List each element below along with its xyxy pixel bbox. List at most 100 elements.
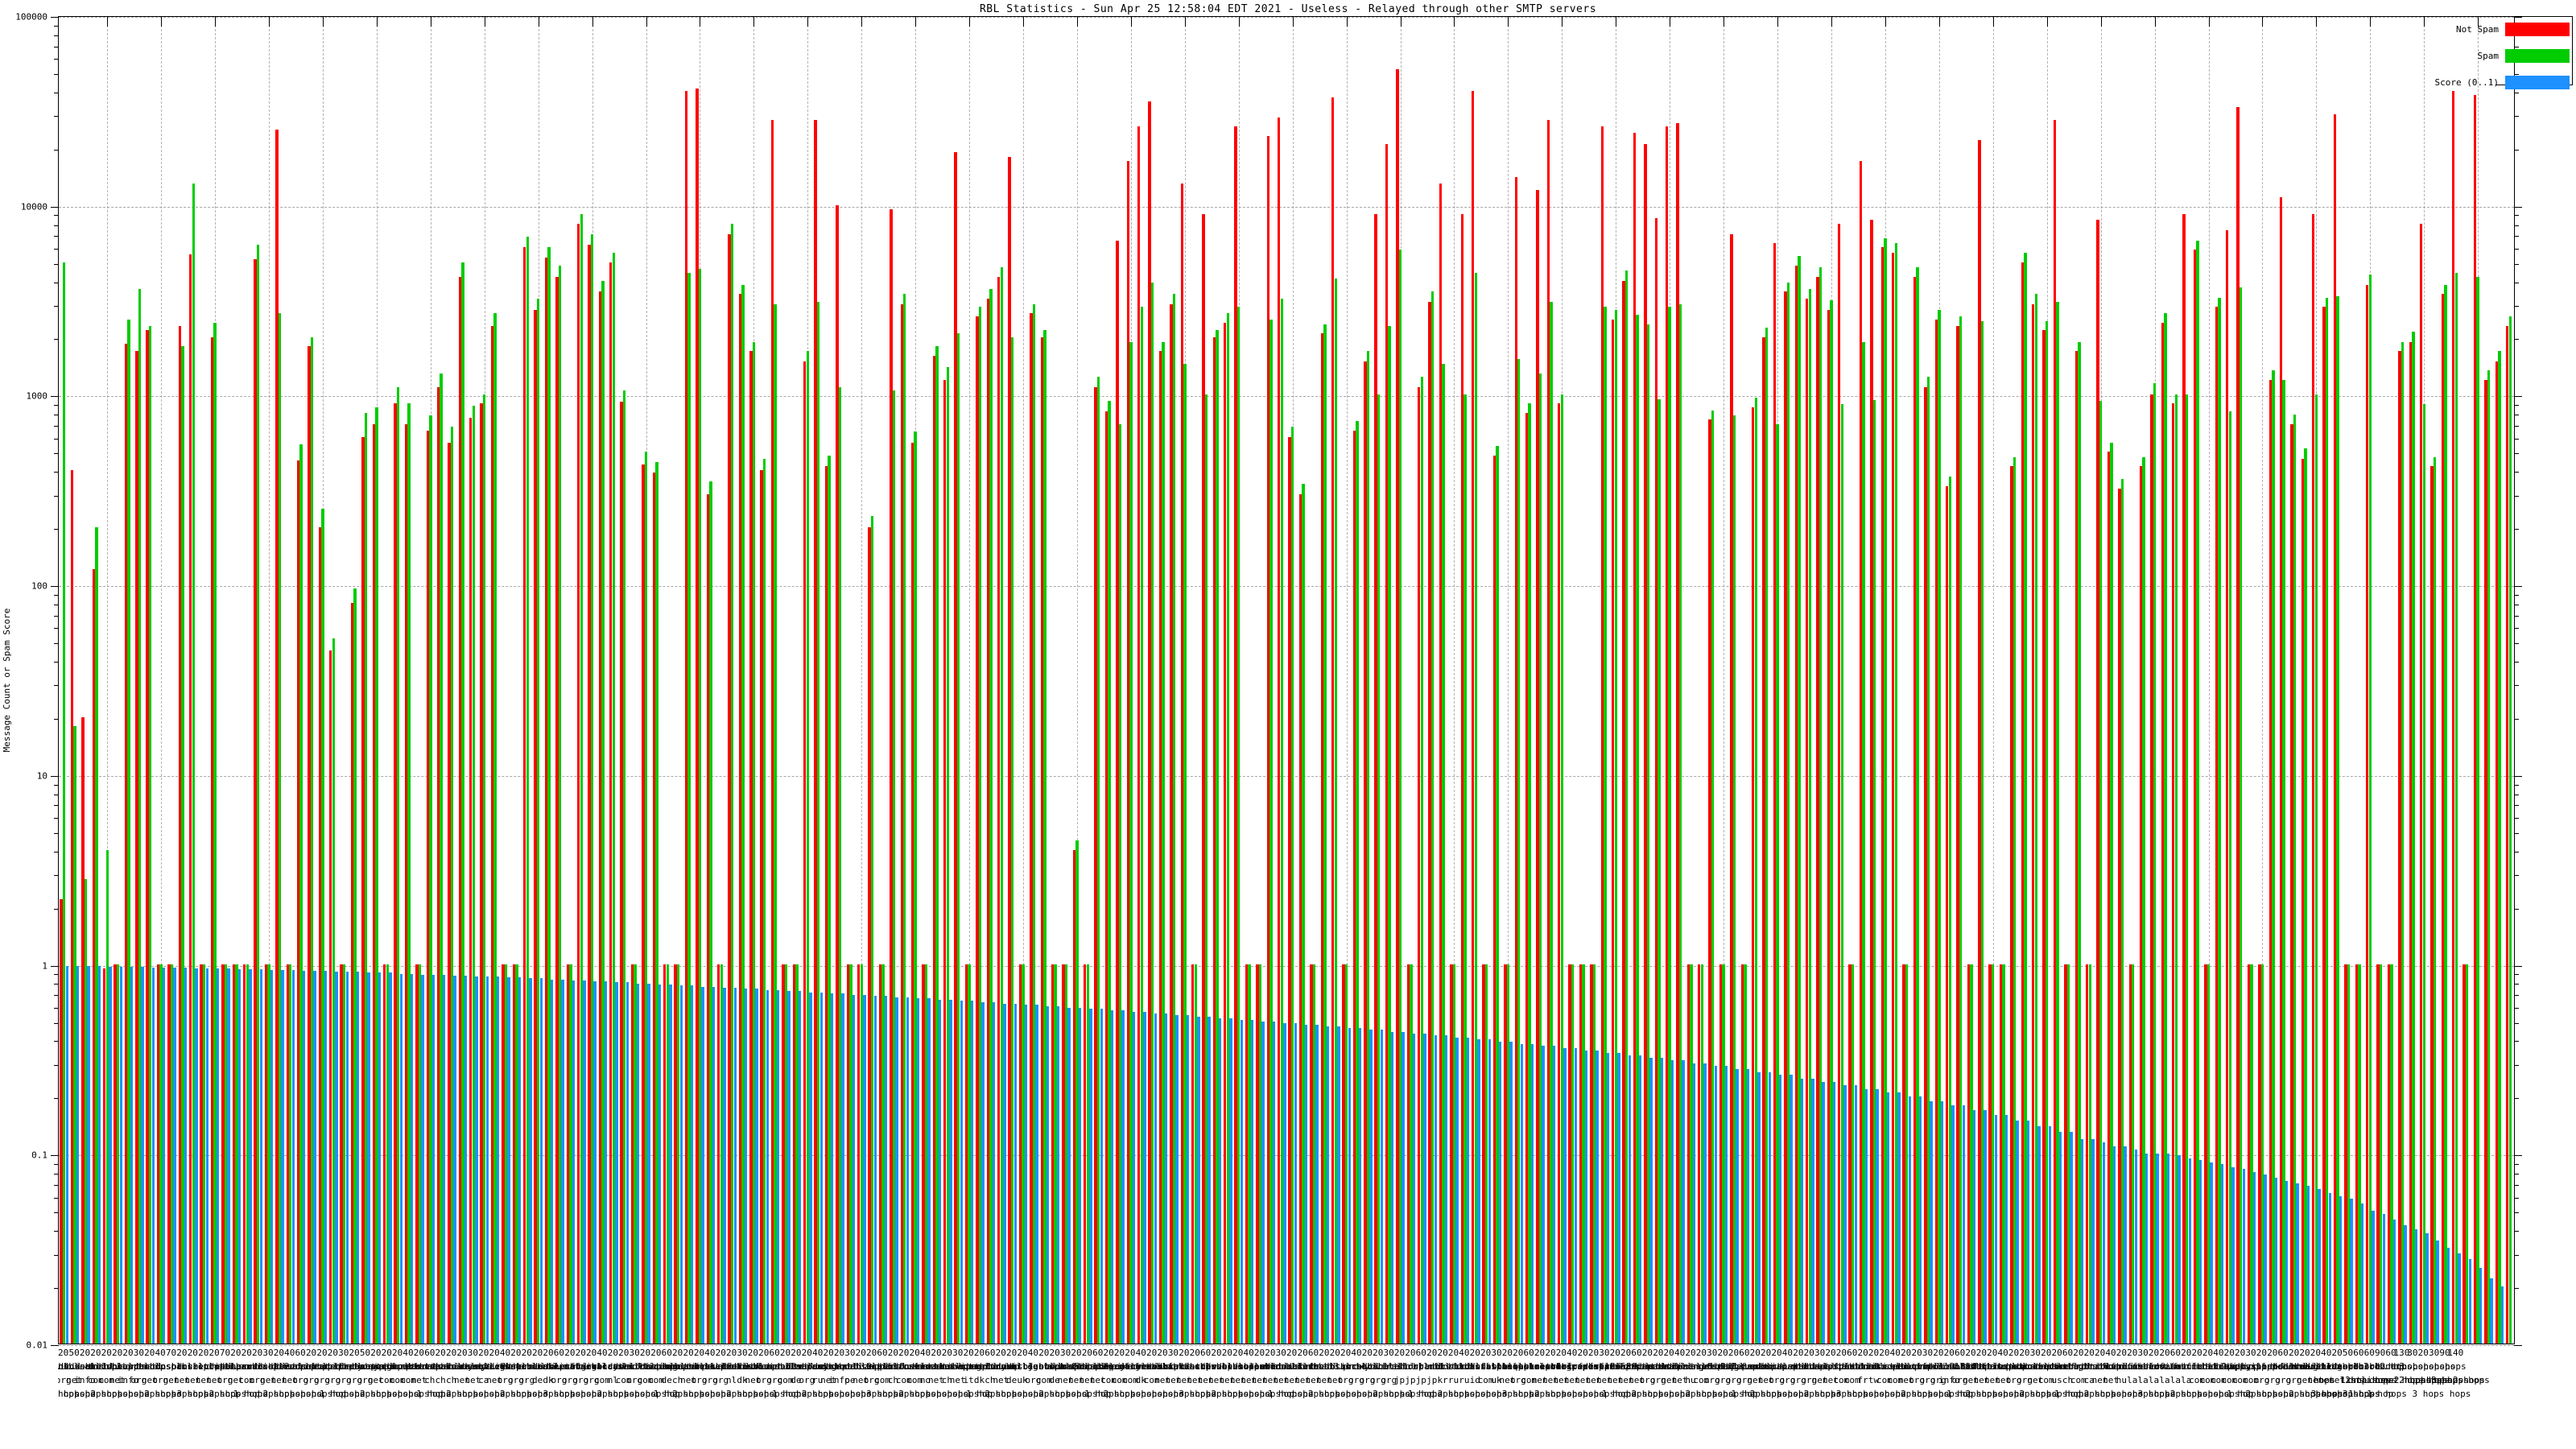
bar-spam <box>924 964 928 1344</box>
x-axis-tick-label: 60 socks.dnsbl.so net hops <box>1168 1348 1243 1399</box>
bar-not-spam <box>189 254 192 1344</box>
bar-not-spam <box>1224 322 1227 1344</box>
bar-not-spam <box>868 527 871 1344</box>
x-axis-tick-label: 20 relays.bl.gwee ca hops <box>446 1348 522 1399</box>
bar-spam <box>1926 376 1930 1344</box>
x-axis-tick-label: 20 virbl.dnsbl.bi nl 2 hops <box>576 1348 650 1399</box>
bar-not-spam <box>382 964 386 1344</box>
x-axis-tick-label: 20 dnsbl.list net hops <box>155 1348 209 1399</box>
y-axis-minor-tick <box>2514 615 2519 617</box>
x-axis-tick <box>2154 17 2156 27</box>
y-axis-minor-tick <box>54 215 59 217</box>
bar-score <box>1584 1051 1588 1344</box>
y-axis-minor-tick <box>54 974 59 976</box>
bar-not-spam <box>522 247 526 1344</box>
bar-spam <box>1636 314 1639 1344</box>
x-axis-tick-label: 20 blacklist.sci. nl hops <box>694 1348 769 1399</box>
bar-spam <box>2056 301 2059 1344</box>
plot-area: 100000 10000 1000 100 10 1 0.1 0.01 <box>15 12 2522 1351</box>
bar-score <box>2490 1278 2493 1344</box>
bar-spam <box>580 213 583 1344</box>
bar-spam <box>2412 332 2415 1344</box>
bar-spam <box>2218 297 2221 1344</box>
bar-not-spam <box>1568 964 1571 1344</box>
bar-spam <box>655 462 658 1344</box>
x-gridline <box>161 17 163 1344</box>
bar-score <box>1294 1022 1297 1344</box>
x-axis-tick-label: 20 dnsbl.sorbs net hops <box>88 1348 147 1399</box>
x-axis-tick-label: 20 multi.surbl org hops <box>1747 1348 1806 1399</box>
bar-not-spam <box>1148 101 1151 1344</box>
x-axis-tick-label: 20 httpbl.abuse ch hops <box>419 1348 484 1399</box>
bar-score <box>1229 1018 1232 1344</box>
x-axis-tick-label: 20 safe.dnsbl.sor net hops <box>1297 1348 1373 1399</box>
bar-not-spam <box>1762 337 1765 1344</box>
bar-spam <box>1022 964 1025 1344</box>
y-axis-minor-tick <box>54 472 59 473</box>
bar-not-spam <box>1686 964 1690 1344</box>
y-gridline <box>59 586 2514 588</box>
bar-spam <box>407 403 411 1344</box>
bar-spam <box>353 588 357 1344</box>
bar-spam <box>881 964 885 1344</box>
bar-score <box>1057 1005 1060 1344</box>
x-axis-tick-label: 20 spamsources.fa dk hops <box>510 1348 586 1399</box>
bar-score <box>1326 1026 1330 1344</box>
x-axis-tick <box>2208 17 2210 27</box>
x-axis-tick-label: 20 badconf.rhsbl. net hops <box>1265 1348 1340 1399</box>
x-axis-tick <box>1454 17 1455 27</box>
x-axis-tick <box>2424 17 2425 27</box>
bar-not-spam <box>2387 964 2391 1344</box>
bar-not-spam <box>1525 413 1529 1344</box>
bar-score <box>625 982 630 1344</box>
bar-not-spam <box>1450 964 1453 1344</box>
bar-not-spam <box>684 90 688 1344</box>
bar-spam <box>935 346 939 1344</box>
bar-score <box>151 967 155 1344</box>
legend-label: Spam <box>2477 51 2500 61</box>
bar-spam <box>1183 364 1187 1344</box>
bar-not-spam <box>2236 106 2240 1344</box>
x-axis-tick <box>753 17 755 27</box>
bar-score <box>1348 1028 1351 1344</box>
bar-score <box>1563 1048 1567 1344</box>
y-axis-minor-tick <box>54 832 59 834</box>
bar-not-spam <box>857 964 861 1344</box>
x-gridline <box>1076 17 1078 1344</box>
bar-score <box>1488 1039 1491 1344</box>
bar-not-spam <box>598 291 602 1344</box>
y-axis-minor-tick <box>54 661 59 663</box>
bar-spam <box>2433 456 2437 1344</box>
bar-not-spam <box>1633 133 1637 1344</box>
bar-spam <box>1948 477 1951 1344</box>
bar-not-spam <box>254 258 257 1344</box>
bar-not-spam <box>2172 403 2175 1344</box>
y-axis-minor-tick <box>2514 832 2519 834</box>
x-axis-tick-label: 40 iadb.isipp com hops <box>2191 1348 2245 1399</box>
bar-score <box>443 974 446 1344</box>
x-axis-tick <box>1400 17 1402 27</box>
bar-spam <box>1054 964 1057 1344</box>
bar-spam <box>828 455 831 1344</box>
x-axis-tick-label: 20 dnsbl.rizon net hops <box>1639 1348 1699 1399</box>
bar-spam <box>418 964 422 1344</box>
bar-spam <box>181 346 184 1344</box>
bar-score <box>2446 1247 2450 1344</box>
bar-not-spam <box>846 964 849 1344</box>
x-axis-tick <box>1938 17 1940 27</box>
bar-score <box>1240 1019 1244 1344</box>
bar-score <box>2392 1220 2396 1344</box>
bar-not-spam <box>1934 319 1938 1344</box>
bar-spam <box>903 294 906 1344</box>
x-axis-tick-label: 40 recent.spam.dn net hops <box>1211 1348 1286 1399</box>
bar-not-spam <box>900 303 903 1344</box>
bar-not-spam <box>308 346 311 1344</box>
bar-not-spam <box>1482 964 1485 1344</box>
x-axis-tick-label: 60 cbl.abuseat org hops <box>270 1348 330 1399</box>
bar-score <box>1649 1058 1653 1344</box>
bar-score <box>1089 1009 1092 1344</box>
bar-score <box>2500 1286 2504 1344</box>
legend-swatch <box>2505 76 2570 89</box>
x-axis-tick-label: 20 url.0spam org hops <box>1699 1348 1747 1399</box>
x-axis-tick-label: 20 rbl.choon net 2 hops <box>2075 1348 2124 1399</box>
